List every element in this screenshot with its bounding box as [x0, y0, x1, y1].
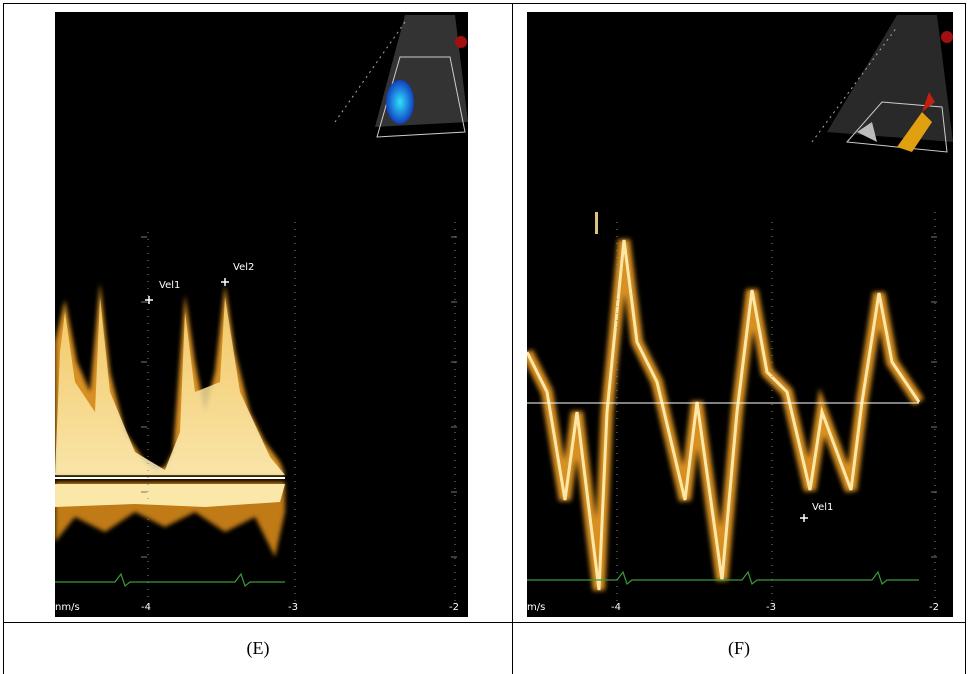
marker-label: Vel1	[159, 280, 180, 291]
table-border	[3, 3, 4, 674]
marker-label: Vel2	[233, 262, 254, 273]
table-border	[3, 622, 966, 623]
unit-label: m/s	[527, 602, 545, 613]
doppler-image: Vel1 Vel2 nm/s -4 -3 -2	[55, 12, 468, 617]
table-border	[3, 3, 966, 4]
scale-label: -2	[449, 602, 459, 613]
scale-label: -2	[929, 602, 939, 613]
table-border	[512, 3, 513, 674]
doppler-image: Vel1 m/s -4 -3 -2	[527, 12, 953, 617]
scale-label: -3	[766, 602, 776, 613]
table-border	[965, 3, 966, 674]
marker-label: Vel1	[812, 502, 833, 513]
scale-label: -4	[141, 602, 151, 613]
unit-label: nm/s	[55, 602, 80, 613]
scale-label: -4	[611, 602, 621, 613]
scale-label: -3	[288, 602, 298, 613]
caption: (F)	[728, 638, 750, 658]
caption: (E)	[246, 638, 270, 658]
